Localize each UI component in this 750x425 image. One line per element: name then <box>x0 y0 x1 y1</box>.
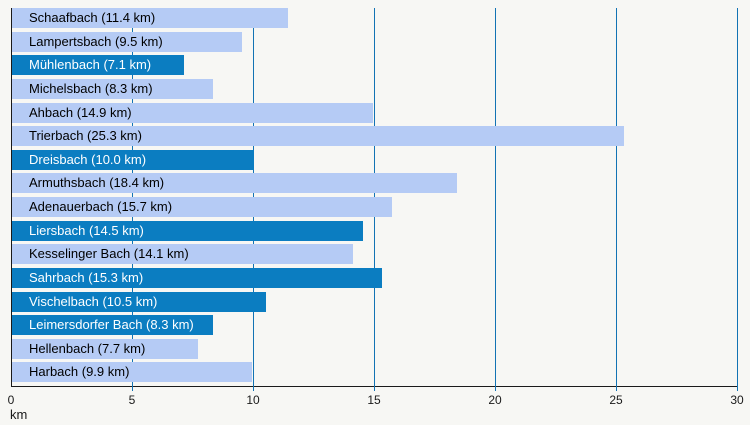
x-tick-label-15: 15 <box>367 393 381 407</box>
x-tick-label-25: 25 <box>609 393 623 407</box>
bar-row: Mühlenbach (7.1 km) <box>12 55 738 79</box>
bar-michelsbach: Michelsbach (8.3 km) <box>12 78 213 99</box>
bar-harbach: Harbach (9.9 km) <box>12 362 252 383</box>
x-tick-label-20: 20 <box>488 393 502 407</box>
bar-row: Ahbach (14.9 km) <box>12 102 738 127</box>
bar-label: Mühlenbach (7.1 km) <box>29 57 152 73</box>
bar-label: Harbach (9.9 km) <box>29 364 130 380</box>
bar-label: Armuthsbach (18.4 km) <box>29 175 165 191</box>
bar-label: Liersbach (14.5 km) <box>29 222 144 238</box>
bar-row: Trierbach (25.3 km) <box>12 126 738 150</box>
bar-row: Michelsbach (8.3 km) <box>12 78 738 103</box>
bar-rows: Schaafbach (11.4 km) Lampertsbach (9.5 km… <box>12 8 738 386</box>
bar-sahrbach: Sahrbach (15.3 km) <box>12 267 383 288</box>
bar-label: Michelsbach (8.3 km) <box>29 80 153 96</box>
bar-row: Leimersdorfer Bach (8.3 km) <box>12 315 738 339</box>
bar-leimersdorfer-bach: Leimersdorfer Bach (8.3 km) <box>12 315 213 336</box>
bar-vischelbach: Vischelbach (10.5 km) <box>12 291 267 312</box>
bar-row: Lampertsbach (9.5 km) <box>12 31 738 56</box>
bar-kesselinger-bach: Kesselinger Bach (14.1 km) <box>12 244 354 265</box>
bar-label: Vischelbach (10.5 km) <box>29 293 158 309</box>
bar-row: Armuthsbach (18.4 km) <box>12 173 738 197</box>
bar-label: Hellenbach (7.7 km) <box>29 340 146 356</box>
bar-armuthsbach: Armuthsbach (18.4 km) <box>12 173 458 194</box>
bar-label: Sahrbach (15.3 km) <box>29 269 144 285</box>
bar-label: Adenauerbach (15.7 km) <box>29 199 173 214</box>
bar-schaafbach: Schaafbach (11.4 km) <box>12 8 288 28</box>
bar-adenauerbach: Adenauerbach (15.7 km) <box>12 197 392 217</box>
bar-trierbach: Trierbach (25.3 km) <box>12 126 625 147</box>
x-tick-label-0: 0 <box>7 393 15 407</box>
bar-label: Leimersdorfer Bach (8.3 km) <box>29 317 194 333</box>
bar-ahbach: Ahbach (14.9 km) <box>12 102 373 123</box>
bar-row: Dreisbach (10.0 km) <box>12 149 738 174</box>
bar-label: Dreisbach (10.0 km) <box>29 151 147 167</box>
bar-hellenbach: Hellenbach (7.7 km) <box>12 338 199 359</box>
bar-row: Hellenbach (7.7 km) <box>12 338 738 363</box>
bar-row: Liersbach (14.5 km) <box>12 220 738 245</box>
plot-area: Schaafbach (11.4 km) Lampertsbach (9.5 km… <box>11 8 738 391</box>
bar-label: Schaafbach (11.4 km) <box>29 10 156 25</box>
x-axis-unit-label: km <box>10 407 28 422</box>
bar-liersbach: Liersbach (14.5 km) <box>12 220 363 241</box>
bar-row: Vischelbach (10.5 km) <box>12 291 738 316</box>
bar-dreisbach: Dreisbach (10.0 km) <box>12 149 254 170</box>
bar-lampertsbach: Lampertsbach (9.5 km) <box>12 31 242 52</box>
bar-row: Schaafbach (11.4 km) <box>12 8 738 32</box>
bar-row: Sahrbach (15.3 km) <box>12 267 738 292</box>
x-tick-label-5: 5 <box>128 393 136 407</box>
bar-label: Kesselinger Bach (14.1 km) <box>29 246 189 262</box>
bar-label: Trierbach (25.3 km) <box>29 128 142 144</box>
bar-m-hlenbach: Mühlenbach (7.1 km) <box>12 55 184 76</box>
bar-row: Kesselinger Bach (14.1 km) <box>12 244 738 268</box>
bar-label: Ahbach (14.9 km) <box>29 104 132 120</box>
bar-row: Harbach (9.9 km) <box>12 362 738 386</box>
x-tick-label-30: 30 <box>730 393 744 407</box>
x-tick-label-10: 10 <box>246 393 260 407</box>
bar-row: Adenauerbach (15.7 km) <box>12 197 738 221</box>
bar-label: Lampertsbach (9.5 km) <box>29 33 163 49</box>
